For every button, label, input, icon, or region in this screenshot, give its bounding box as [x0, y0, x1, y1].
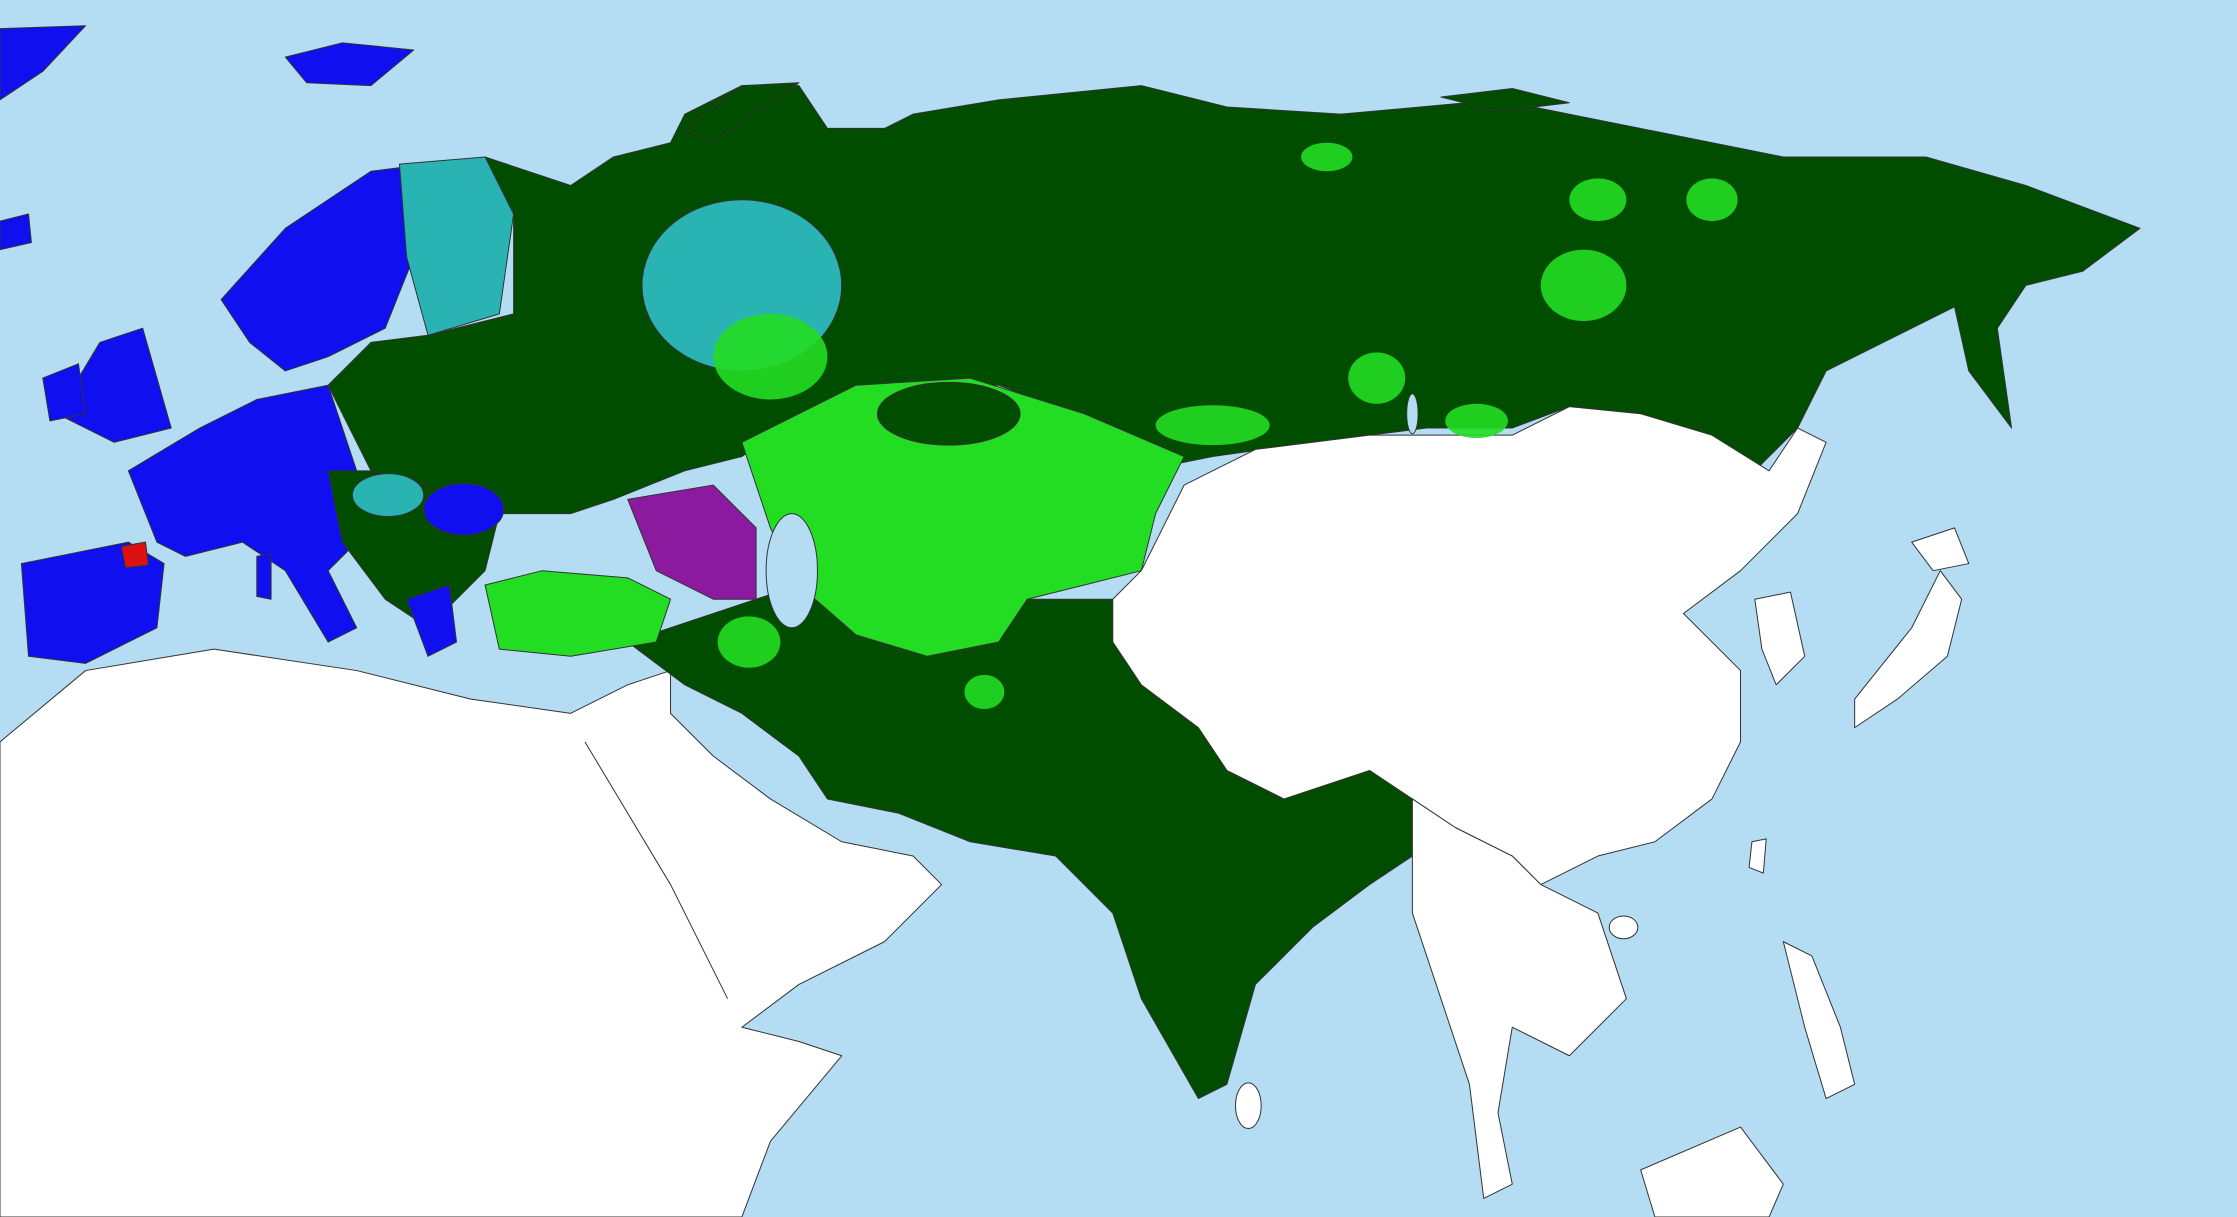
greece	[406, 584, 458, 657]
arctic-islands	[1440, 87, 1570, 112]
svalbard	[284, 42, 415, 87]
sardinia	[256, 553, 272, 600]
central-asia-region	[741, 377, 1185, 657]
red-sea	[584, 741, 729, 999]
green-patch	[1686, 178, 1738, 222]
iberia	[20, 541, 165, 664]
green-patch	[1540, 249, 1627, 322]
green-patch	[1155, 405, 1270, 446]
japan	[1854, 570, 1963, 729]
green-patch	[1569, 178, 1627, 222]
korea	[1754, 591, 1806, 686]
africa-arabia	[0, 648, 943, 1217]
iceland	[0, 213, 32, 251]
greenland-edge	[0, 25, 87, 101]
hainan	[1608, 915, 1639, 940]
hokkaido	[1911, 527, 1970, 572]
romania	[423, 483, 505, 536]
green-patch	[1445, 403, 1508, 439]
borneo	[1640, 1126, 1784, 1217]
caucasus	[627, 484, 757, 600]
sri-lanka	[1234, 1082, 1262, 1130]
finland	[398, 156, 515, 336]
caspian-sea	[765, 513, 818, 629]
green-patch	[1301, 142, 1353, 172]
lake-baikal	[1406, 393, 1419, 435]
china-region	[1112, 406, 1827, 886]
novaya-zemlya	[684, 82, 800, 144]
hungary-patch	[351, 473, 425, 517]
southeast-asia	[1411, 798, 1627, 1199]
western-europe	[127, 384, 400, 643]
green-patch	[717, 616, 781, 668]
turkey	[484, 570, 672, 657]
philippines	[1782, 941, 1856, 1100]
scandinavia	[220, 163, 429, 372]
dark-patch	[876, 381, 1021, 446]
green-patch	[1348, 352, 1406, 404]
ireland	[42, 363, 87, 422]
green-patch	[713, 313, 828, 400]
basque	[120, 541, 149, 569]
taiwan	[1748, 838, 1767, 874]
green-patch	[964, 674, 1005, 710]
